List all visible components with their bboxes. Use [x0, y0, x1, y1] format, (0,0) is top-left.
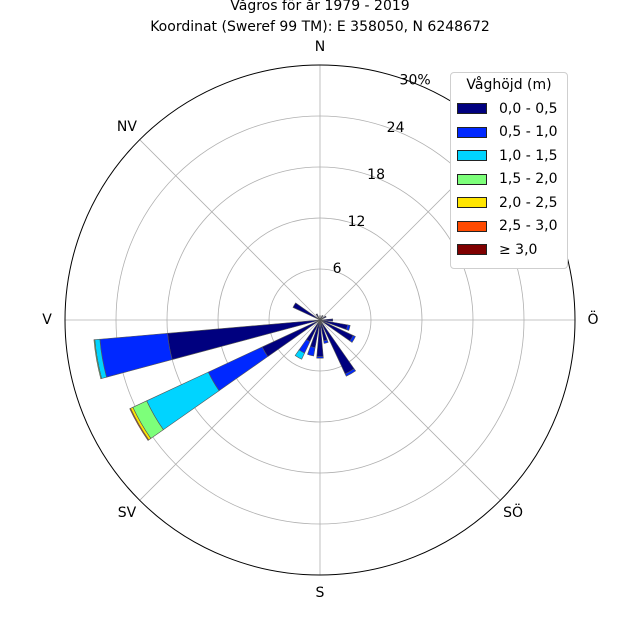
chart-title: Vågros för år 1979 - 2019 [230, 0, 410, 14]
legend-item: 1,0 - 1,5 [457, 144, 561, 168]
rose-bar-segment [129, 407, 150, 441]
rose-bar-segment [345, 324, 351, 331]
legend-item: 2,0 - 2,5 [457, 191, 561, 215]
chart-legend: Våghöjd (m) 0,0 - 0,5 0,5 - 1,0 1,0 - 1,5 1… [450, 72, 568, 269]
legend-swatch [457, 220, 487, 232]
rose-bar-segment [319, 318, 334, 322]
legend-label: 0,0 - 0,5 [499, 100, 558, 117]
legend-title: Våghöjd (m) [466, 77, 552, 93]
radial-tick-label: 12 [348, 214, 366, 230]
legend-swatch [457, 173, 487, 185]
direction-label: S [316, 585, 325, 601]
direction-label: NV [117, 119, 137, 135]
grid-spoke [139, 139, 321, 321]
direction-label: N [315, 39, 325, 55]
rose-bar-segment [319, 315, 327, 321]
direction-label: Ö [587, 310, 598, 328]
rose-bar-segment [315, 313, 321, 321]
legend-label: 1,0 - 1,5 [499, 147, 558, 164]
direction-label: SÖ [503, 503, 523, 521]
direction-label: V [42, 312, 52, 328]
rose-bar-segment [93, 339, 102, 380]
radial-tick-label: 30% [400, 73, 431, 89]
radial-tick-label: 24 [387, 120, 405, 136]
rose-bar-segment [99, 333, 173, 378]
legend-label: 2,0 - 2,5 [499, 194, 558, 211]
legend-swatch [457, 197, 487, 209]
legend-label: 0,5 - 1,0 [499, 124, 558, 141]
rose-bar-segment [316, 356, 324, 359]
rose-bar-segment [349, 335, 356, 343]
radial-tick-label: 18 [367, 167, 385, 183]
legend-label: ≥ 3,0 [499, 241, 538, 258]
direction-label: SV [118, 505, 137, 521]
legend-item: 1,5 - 2,0 [457, 168, 561, 192]
legend-swatch [457, 150, 487, 162]
legend-swatch [457, 126, 487, 138]
rose-bar-segment [294, 349, 305, 360]
legend-item: 2,5 - 3,0 [457, 215, 561, 239]
grid-spoke [139, 319, 321, 501]
polar-frame [64, 64, 576, 576]
legend-swatch [457, 103, 487, 115]
radial-tick-label: 6 [333, 261, 342, 277]
legend-item: 0,0 - 0,5 [457, 97, 561, 121]
legend-item: 0,5 - 1,0 [457, 121, 561, 145]
rose-bar-segment [319, 314, 324, 321]
rose-bar-segment [319, 315, 321, 321]
rose-bar-segment [207, 346, 269, 392]
grid-spoke [319, 319, 501, 501]
legend-label: 1,5 - 2,0 [499, 171, 558, 188]
rose-bar-segment [323, 339, 329, 344]
legend-label: 2,5 - 3,0 [499, 218, 558, 235]
rose-bar-segment [307, 345, 316, 357]
legend-item: ≥ 3,0 [457, 238, 561, 262]
rose-bar-segment [292, 302, 321, 321]
legend-swatch [457, 244, 487, 256]
chart-subtitle: Koordinat (Sweref 99 TM): E 358050, N 62… [150, 19, 490, 35]
rose-bar-segment [344, 368, 357, 377]
